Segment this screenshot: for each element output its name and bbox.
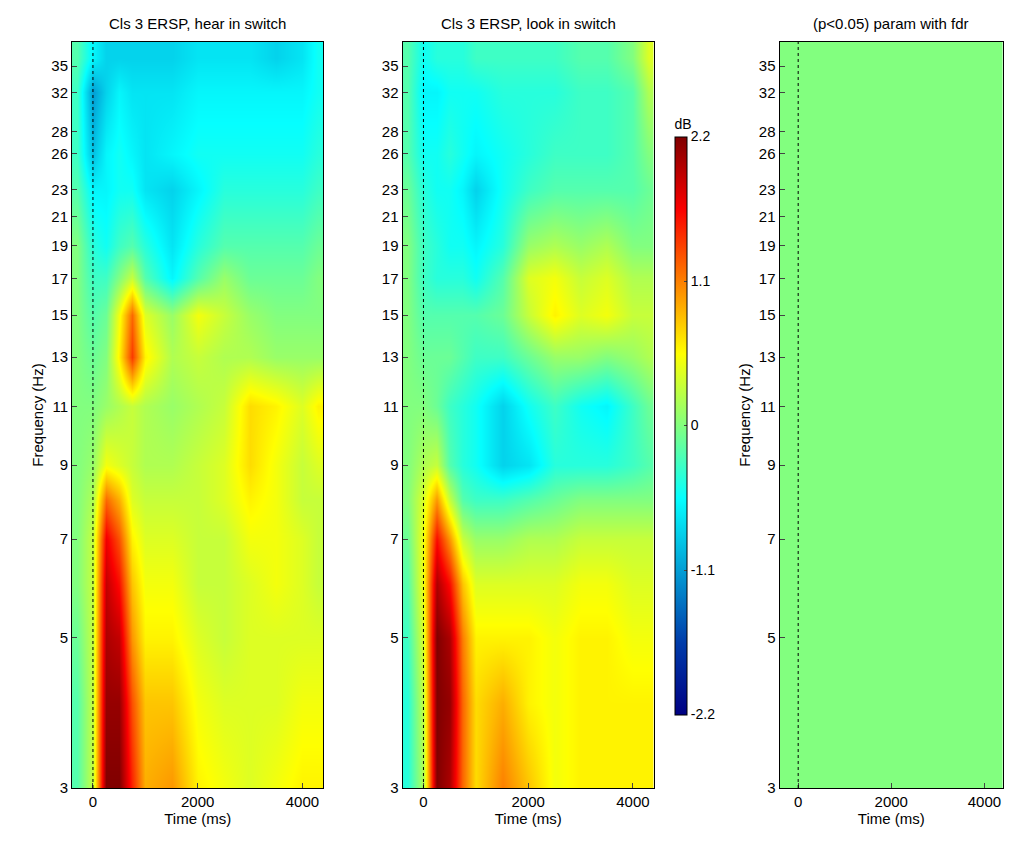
svg-text:3: 3 — [390, 779, 398, 796]
svg-text:2000: 2000 — [181, 793, 214, 810]
svg-text:-1.1: -1.1 — [691, 562, 715, 578]
svg-text:28: 28 — [51, 123, 68, 140]
svg-text:Cls 3 ERSP, look in switch: Cls 3 ERSP, look in switch — [441, 15, 616, 32]
svg-text:26: 26 — [51, 145, 68, 162]
svg-text:35: 35 — [382, 57, 399, 74]
svg-text:13: 13 — [759, 348, 776, 365]
svg-text:9: 9 — [60, 456, 68, 473]
svg-text:26: 26 — [759, 145, 776, 162]
svg-text:Time (ms): Time (ms) — [164, 810, 231, 827]
svg-text:Frequency (Hz): Frequency (Hz) — [736, 363, 753, 466]
svg-text:9: 9 — [767, 456, 775, 473]
svg-text:0: 0 — [89, 793, 97, 810]
svg-text:4000: 4000 — [968, 793, 1001, 810]
svg-text:7: 7 — [390, 530, 398, 547]
svg-text:4000: 4000 — [286, 793, 319, 810]
svg-text:4000: 4000 — [616, 793, 649, 810]
svg-text:0: 0 — [794, 793, 802, 810]
svg-text:17: 17 — [51, 270, 68, 287]
svg-text:32: 32 — [382, 84, 399, 101]
svg-text:3: 3 — [60, 779, 68, 796]
svg-text:13: 13 — [51, 348, 68, 365]
svg-text:26: 26 — [382, 145, 399, 162]
svg-text:9: 9 — [390, 456, 398, 473]
svg-text:21: 21 — [382, 208, 399, 225]
svg-text:28: 28 — [382, 123, 399, 140]
svg-text:15: 15 — [382, 306, 399, 323]
svg-text:35: 35 — [51, 57, 68, 74]
svg-text:5: 5 — [60, 629, 68, 646]
svg-text:Time (ms): Time (ms) — [495, 810, 562, 827]
svg-text:32: 32 — [51, 84, 68, 101]
svg-text:0: 0 — [691, 417, 699, 433]
svg-text:5: 5 — [390, 629, 398, 646]
svg-text:19: 19 — [51, 237, 68, 254]
svg-text:15: 15 — [759, 306, 776, 323]
svg-text:2.2: 2.2 — [691, 128, 711, 144]
svg-text:2000: 2000 — [512, 793, 545, 810]
svg-text:28: 28 — [759, 123, 776, 140]
svg-text:19: 19 — [382, 237, 399, 254]
svg-text:13: 13 — [382, 348, 399, 365]
svg-text:35: 35 — [759, 57, 776, 74]
svg-text:(p<0.05) param with fdr: (p<0.05) param with fdr — [813, 15, 969, 32]
svg-text:11: 11 — [760, 398, 776, 415]
svg-text:23: 23 — [759, 181, 776, 198]
svg-text:1.1: 1.1 — [691, 273, 711, 289]
svg-text:11: 11 — [383, 398, 399, 415]
svg-text:Cls 3 ERSP, hear in switch: Cls 3 ERSP, hear in switch — [109, 15, 286, 32]
svg-text:dB: dB — [675, 116, 692, 132]
svg-text:7: 7 — [60, 530, 68, 547]
svg-text:7: 7 — [767, 530, 775, 547]
svg-text:19: 19 — [759, 237, 776, 254]
svg-text:11: 11 — [52, 398, 68, 415]
svg-text:21: 21 — [51, 208, 68, 225]
svg-text:2000: 2000 — [875, 793, 908, 810]
svg-text:32: 32 — [759, 84, 776, 101]
svg-text:23: 23 — [51, 181, 68, 198]
svg-text:Frequency (Hz): Frequency (Hz) — [29, 363, 46, 466]
svg-text:15: 15 — [51, 306, 68, 323]
svg-text:17: 17 — [382, 270, 399, 287]
svg-text:-2.2: -2.2 — [691, 706, 715, 722]
svg-text:Time (ms): Time (ms) — [858, 810, 925, 827]
svg-text:17: 17 — [759, 270, 776, 287]
svg-text:21: 21 — [759, 208, 776, 225]
svg-text:23: 23 — [382, 181, 399, 198]
svg-text:0: 0 — [419, 793, 427, 810]
svg-text:5: 5 — [767, 629, 775, 646]
svg-text:3: 3 — [767, 779, 775, 796]
